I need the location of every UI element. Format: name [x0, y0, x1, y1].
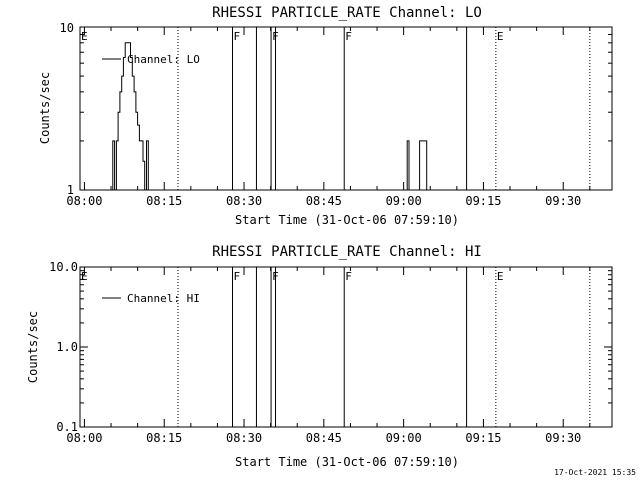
x-tick-label: 08:15	[146, 194, 182, 208]
event-marker-label: F	[345, 270, 352, 283]
event-marker-label: E	[497, 30, 504, 43]
event-marker-label: E	[81, 30, 88, 43]
panel-lo-ylabel: Counts/sec	[38, 72, 52, 144]
event-marker-label: F	[234, 30, 241, 43]
x-tick-label: 09:15	[465, 431, 501, 445]
x-tick-label: 09:00	[386, 194, 422, 208]
x-tick-label: 08:30	[226, 431, 262, 445]
x-tick-label: 08:30	[226, 194, 262, 208]
x-tick-label: 08:45	[306, 194, 342, 208]
event-marker-label: E	[497, 270, 504, 283]
x-tick-label: 09:00	[386, 431, 422, 445]
x-tick-label: 08:45	[306, 431, 342, 445]
x-tick-label: 09:15	[465, 194, 501, 208]
panel-hi-ytick-label: 1.0	[56, 340, 78, 354]
x-tick-label: 08:00	[66, 431, 102, 445]
panel-lo-xlabel: Start Time (31-Oct-06 07:59:10)	[235, 213, 459, 227]
panel-hi-ytick-label: 10.0	[49, 260, 78, 274]
panel-lo-frame	[79, 26, 613, 191]
panel-lo-ytick-label: 1	[67, 183, 74, 197]
panel-lo: RHESSI PARTICLE_RATE Channel: LO Counts/…	[38, 5, 613, 227]
legend-label-hi: Channel: HI	[127, 292, 200, 305]
timestamp: 17-Oct-2021 15:35	[554, 468, 636, 477]
event-marker-label: F	[345, 30, 352, 43]
x-tick-label: 08:15	[146, 431, 182, 445]
panel-hi-frame	[79, 266, 613, 428]
x-tick-label: 09:30	[545, 431, 581, 445]
legend-label-lo: Channel: LO	[127, 53, 200, 66]
panel-lo-ytick-label: 10	[60, 21, 74, 35]
panel-hi: RHESSI PARTICLE_RATE Channel: HI Counts/…	[26, 244, 613, 469]
panel-hi-xlabel: Start Time (31-Oct-06 07:59:10)	[235, 455, 459, 469]
panel-hi-title: RHESSI PARTICLE_RATE Channel: HI	[212, 244, 482, 260]
event-marker-label: F	[234, 270, 241, 283]
x-tick-label: 09:30	[545, 194, 581, 208]
event-marker-label: E	[81, 270, 88, 283]
panel-hi-ylabel: Counts/sec	[26, 311, 40, 383]
panel-hi-ytick-label: 0.1	[56, 420, 78, 434]
series-line-lo	[111, 42, 428, 191]
panel-lo-title: RHESSI PARTICLE_RATE Channel: LO	[212, 5, 482, 21]
x-tick-label: 08:00	[66, 194, 102, 208]
